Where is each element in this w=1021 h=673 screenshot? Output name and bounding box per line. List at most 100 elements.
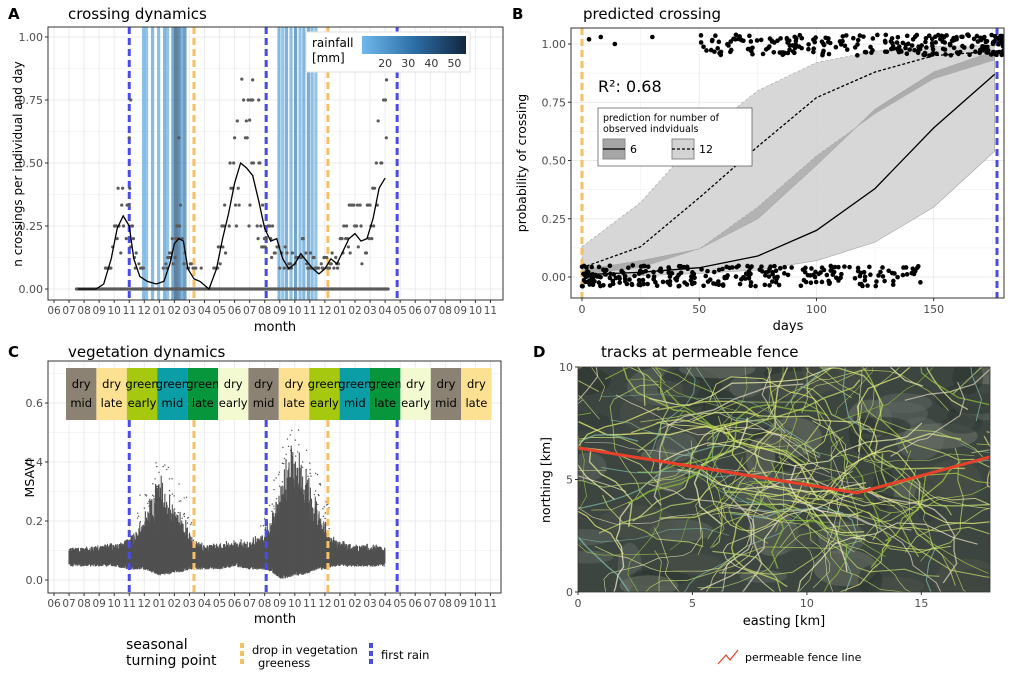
panel-c: C vegetation dynamics drymiddrylategreen…	[8, 343, 502, 627]
point	[164, 262, 168, 266]
msavi-outlier	[171, 493, 174, 495]
observation-zero	[630, 263, 636, 268]
point	[177, 224, 182, 228]
legend-veg-drop-label-2: greeness	[258, 656, 310, 670]
observation-zero	[789, 265, 794, 270]
observation-zero	[852, 276, 858, 281]
animal-track	[578, 406, 660, 555]
animal-track	[653, 383, 804, 506]
observation-one	[923, 39, 928, 45]
observation-one	[811, 49, 816, 55]
observation-zero	[772, 275, 778, 280]
observation-zero	[803, 265, 808, 271]
observation-one	[771, 49, 777, 55]
panel-b: B predicted crossing R²: 0.68 prediction…	[512, 5, 1005, 334]
fence-legend-icon	[717, 649, 739, 665]
observation-zero	[890, 282, 896, 288]
point	[263, 245, 267, 249]
observation-one	[748, 39, 754, 44]
observation-one	[882, 38, 888, 44]
rain-bar	[166, 27, 170, 300]
animal-track	[925, 545, 937, 592]
animal-track	[648, 367, 696, 456]
observation-one	[991, 49, 996, 55]
msavi-outlier	[273, 488, 275, 491]
point	[240, 77, 244, 81]
x-tick-label-c: 10	[108, 598, 121, 610]
animal-track	[700, 486, 871, 591]
observation-one	[792, 34, 797, 40]
msavi-outlier	[323, 506, 325, 508]
season-cell: green late	[369, 368, 402, 420]
observation-zero	[886, 268, 892, 274]
msavi-outlier	[309, 468, 311, 471]
animal-track	[709, 376, 832, 452]
animal-track	[720, 555, 739, 592]
animal-track	[754, 367, 789, 488]
observation-zero	[676, 283, 682, 289]
observation-one	[704, 48, 709, 53]
msavi-outlier	[283, 457, 286, 460]
observation-zero	[667, 274, 673, 279]
observation-zero	[678, 270, 684, 276]
animal-track	[622, 367, 806, 465]
observation-one	[819, 39, 825, 44]
season-cell: dry early	[400, 368, 431, 420]
x-tick-label-c: 12	[318, 598, 331, 610]
point	[304, 251, 308, 255]
observation-one	[983, 39, 989, 45]
season-label-bottom: late	[465, 396, 487, 410]
x-tick-label-a: 02	[168, 305, 181, 317]
y-tick-label-b: 0.25	[542, 213, 567, 226]
animal-track	[604, 367, 733, 519]
msavi-outlier	[317, 493, 320, 496]
animal-track	[712, 467, 755, 548]
point	[128, 186, 132, 190]
x-tick-label-d: 10	[800, 597, 814, 610]
observation-one	[909, 43, 915, 48]
observation-one	[904, 33, 910, 39]
observation-zero	[703, 273, 709, 279]
observation-zero	[691, 271, 697, 277]
rain-bar	[277, 27, 281, 300]
season-cell-bg	[187, 368, 218, 420]
x-tick-label-b: 100	[806, 303, 827, 316]
terrain-patch	[869, 577, 925, 592]
point	[374, 161, 378, 165]
observation-zero	[832, 264, 838, 270]
point	[120, 203, 124, 207]
animal-track	[578, 435, 668, 556]
point	[348, 251, 352, 255]
observation-one	[612, 41, 618, 47]
panel-b-title: predicted crossing	[583, 5, 721, 23]
season-label-bottom: mid	[435, 396, 457, 410]
fence-legend-label: permeable fence line	[745, 651, 862, 664]
observation-one	[868, 44, 873, 50]
observation-zero	[770, 269, 775, 275]
observation-zero	[767, 283, 772, 288]
season-label-top: dry	[224, 377, 243, 391]
msavi-outlier	[291, 429, 293, 432]
animal-track	[630, 379, 861, 434]
point	[376, 119, 380, 123]
rain-bar	[306, 27, 310, 300]
observation-zero	[727, 265, 733, 271]
panel-c-title: vegetation dynamics	[68, 343, 226, 361]
x-tick-label-c: 11	[303, 598, 316, 610]
animal-track	[578, 444, 726, 509]
observation-zero	[918, 280, 923, 285]
terrain-patch	[934, 383, 990, 414]
season-label-top: dry	[467, 377, 486, 391]
observation-zero	[579, 264, 585, 270]
observation-zero	[657, 268, 662, 273]
animal-track	[960, 443, 990, 453]
point	[248, 203, 252, 207]
season-cell: dry early	[218, 368, 249, 420]
season-label-top: dry	[406, 377, 425, 391]
point	[251, 161, 256, 165]
point	[370, 237, 374, 241]
y-tick-label-d: 10	[559, 361, 573, 374]
observation-zero	[873, 283, 879, 289]
season-cell: green early	[308, 368, 341, 420]
